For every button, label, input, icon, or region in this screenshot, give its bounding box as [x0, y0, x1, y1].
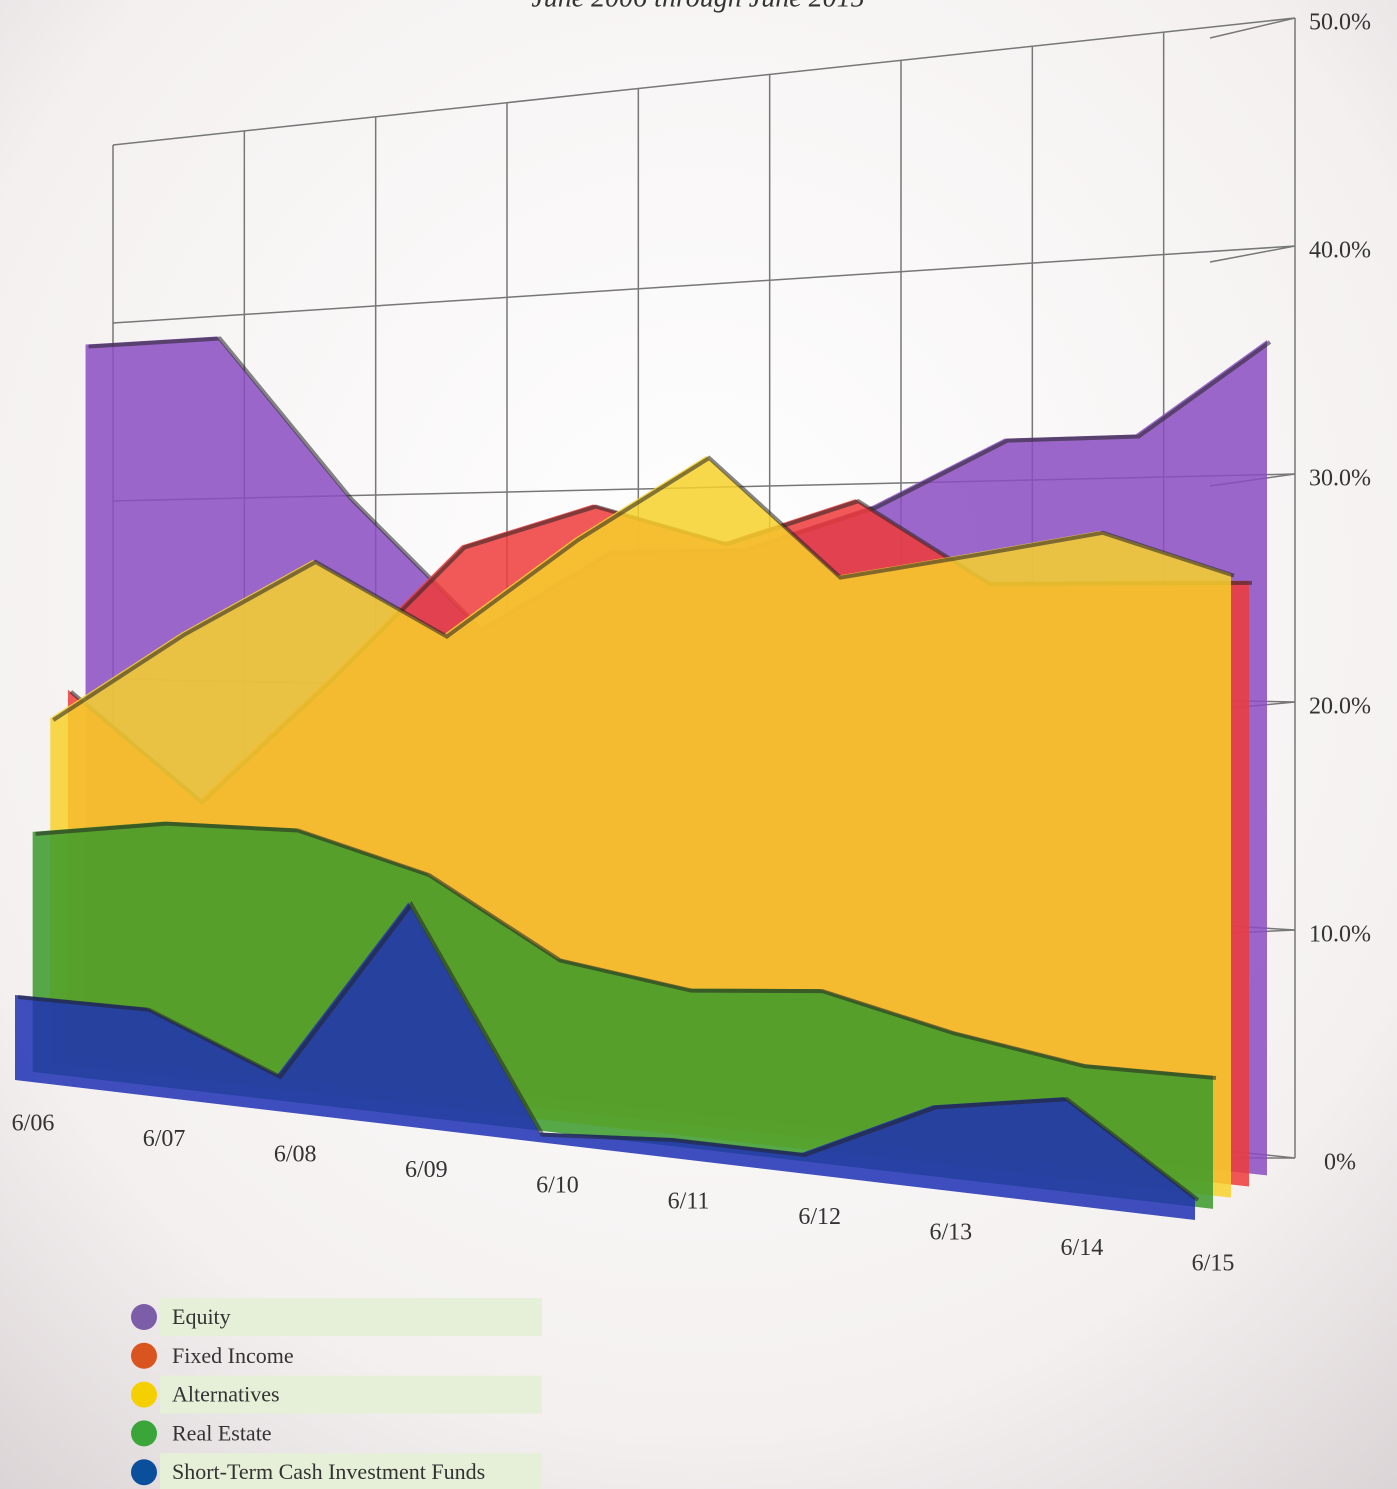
x-tick-label: 6/15 [1192, 1251, 1235, 1277]
area-edge [52, 455, 1235, 722]
x-tick-label: 6/09 [405, 1157, 448, 1183]
legend-marker [131, 1459, 157, 1486]
x-tick-label: 6/10 [536, 1173, 579, 1199]
y-tick-label: 30.0% [1309, 466, 1371, 492]
grid-line [1209, 17, 1296, 39]
legend-marker [131, 1381, 157, 1408]
x-tick-label: 6/07 [143, 1126, 186, 1152]
y-tick-label: 0% [1324, 1150, 1356, 1176]
legend-marker [131, 1420, 157, 1447]
chart-subtitle: June 2006 through June 2015 [531, 0, 864, 13]
x-tick-label: 6/06 [12, 1111, 55, 1137]
legend-marker [131, 1304, 157, 1330]
x-tick-label: 6/12 [798, 1204, 841, 1230]
y-tick-label: 20.0% [1309, 694, 1371, 720]
legend: Equity Fixed Income Alternatives Real Estat… [131, 1298, 542, 1489]
grid-line [1209, 245, 1296, 263]
x-tick-label: 6/13 [929, 1219, 972, 1245]
legend-band [160, 1375, 542, 1414]
legend-band [160, 1453, 542, 1489]
legend-label: Fixed Income [172, 1343, 294, 1368]
x-tick-label: 6/08 [274, 1142, 317, 1168]
area [15, 902, 1195, 1220]
legend-marker [131, 1342, 157, 1369]
legend-label: Short-Term Cash Investment Funds [172, 1459, 485, 1484]
grid-line [112, 17, 1296, 146]
y-tick-label: 40.0% [1309, 238, 1371, 264]
area-edge [17, 901, 1200, 1202]
y-tick-label: 50.0% [1309, 10, 1371, 36]
grid-line [112, 245, 1296, 324]
x-tick-label: 6/11 [668, 1188, 710, 1214]
y-tick-label: 10.0% [1309, 922, 1371, 948]
legend-label: Alternatives [172, 1382, 280, 1407]
legend-label: Equity [172, 1304, 231, 1329]
area-edge [35, 821, 1217, 1080]
plot: 0% 10.0% 20.0% 30.0% 40.0% 50.0% 6/06 6/07 6/08 6… [12, 10, 1371, 1277]
legend-label: Real Estate [172, 1420, 272, 1445]
legend-band [160, 1298, 542, 1336]
x-tick-label: 6/14 [1061, 1235, 1104, 1261]
